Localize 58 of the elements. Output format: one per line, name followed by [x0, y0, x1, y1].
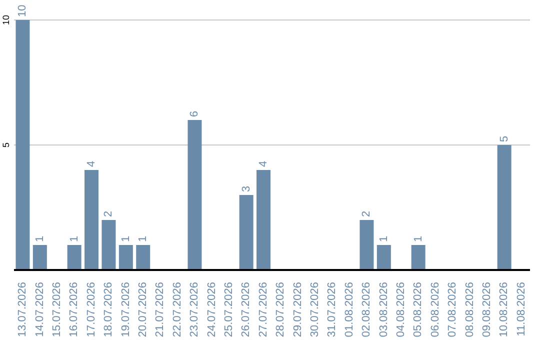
x-tick-label: 18.07.2026 — [102, 282, 115, 338]
x-tick-label: 02.08.2026 — [360, 282, 373, 338]
bar — [16, 20, 30, 270]
bar — [256, 170, 271, 270]
x-tick-label: 10.08.2026 — [498, 282, 510, 338]
data-label: 4 — [258, 160, 270, 167]
bar — [67, 245, 82, 270]
x-tick-label: 11.08.2026 — [515, 282, 528, 336]
x-tick-label: 08.08.2026 — [464, 282, 476, 338]
x-tick-label: 22.07.2026 — [171, 282, 184, 338]
x-tick-label: 17.07.2026 — [85, 282, 98, 338]
bar — [118, 245, 133, 270]
x-tick-label: 29.07.2026 — [292, 282, 304, 338]
x-tick-label: 30.07.2026 — [309, 282, 321, 338]
x-tick-label: 06.08.2026 — [429, 282, 442, 338]
data-label: 6 — [188, 110, 201, 117]
data-label: 1 — [378, 236, 390, 242]
bar — [376, 245, 391, 270]
data-label: 1 — [412, 236, 424, 242]
x-tick-label: 14.07.2026 — [34, 282, 46, 338]
x-tick-label: 13.07.2026 — [16, 282, 29, 338]
x-tick-label: 27.07.2026 — [257, 282, 270, 338]
bar — [136, 245, 150, 270]
x-tick-label: 31.07.2026 — [326, 282, 338, 338]
data-label: 1 — [68, 236, 80, 242]
x-tick-label: 09.08.2026 — [481, 282, 493, 338]
data-label: 1 — [120, 236, 132, 242]
data-label: 10 — [16, 4, 29, 17]
bar — [102, 220, 116, 270]
data-label: 4 — [86, 160, 98, 167]
x-tick-label: 01.08.2026 — [343, 282, 356, 338]
data-label: 2 — [102, 210, 115, 217]
x-tick-label: 20.07.2026 — [137, 282, 149, 338]
data-label: 1 — [34, 236, 46, 242]
data-label: 2 — [360, 210, 373, 217]
bar — [32, 245, 47, 270]
bar — [360, 220, 374, 270]
x-tick-label: 24.07.2026 — [206, 282, 218, 338]
x-tick-label: 25.07.2026 — [223, 282, 235, 338]
x-tick-label: 03.08.2026 — [378, 282, 390, 338]
x-tick-label: 04.08.2026 — [395, 282, 407, 338]
x-tick-label: 23.07.2026 — [188, 282, 201, 338]
x-tick-label: 05.08.2026 — [412, 282, 424, 338]
x-tick-label: 28.07.2026 — [274, 282, 287, 338]
bar — [497, 145, 512, 270]
bar — [84, 170, 99, 270]
bar — [188, 120, 202, 270]
x-tick-label: 19.07.2026 — [120, 282, 132, 338]
x-tick-label: 15.07.2026 — [51, 282, 63, 338]
bar — [239, 195, 254, 270]
x-tick-label: 21.07.2026 — [154, 282, 166, 338]
bar — [411, 245, 426, 270]
x-tick-label: 07.08.2026 — [446, 282, 459, 338]
data-label: 3 — [240, 186, 252, 192]
x-tick-label: 26.07.2026 — [240, 282, 252, 338]
x-tick-label: 16.07.2026 — [68, 282, 80, 338]
data-label: 5 — [498, 136, 510, 142]
data-label: 1 — [137, 236, 150, 242]
